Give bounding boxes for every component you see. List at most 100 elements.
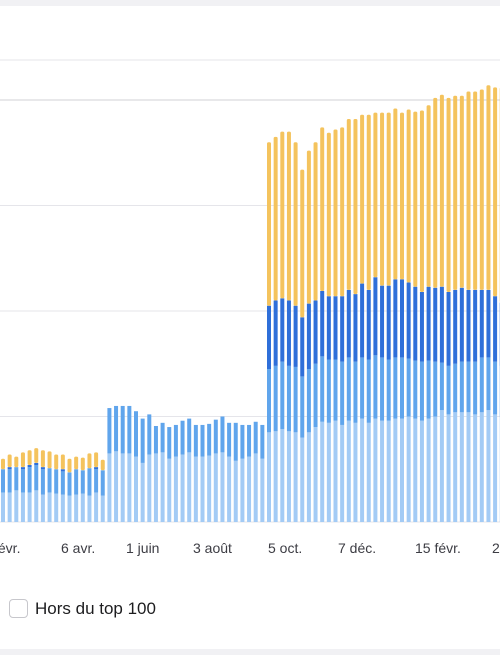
bar-segment <box>127 405 132 454</box>
bar-segment <box>280 429 285 522</box>
bar-segment <box>380 112 385 286</box>
bar-segment <box>14 490 19 522</box>
bar-segment <box>419 292 424 362</box>
bar-segment <box>446 414 451 522</box>
bar-segment <box>14 456 19 468</box>
bar-segment <box>94 469 99 493</box>
bar-segment <box>40 494 45 522</box>
bar-segment <box>60 494 65 522</box>
bar-segment <box>346 289 351 358</box>
bar-segment <box>7 467 12 470</box>
bar-segment <box>167 427 172 459</box>
bar-segment <box>486 410 491 522</box>
bar-segment <box>180 420 185 455</box>
bar-segment <box>386 285 391 360</box>
bar-segment <box>267 369 271 433</box>
bar-segment <box>486 85 491 290</box>
bar-segment <box>340 296 345 362</box>
bar-segment <box>393 108 398 280</box>
bar-segment <box>439 410 444 522</box>
bar-segment <box>87 468 92 496</box>
bar-segment <box>366 114 371 290</box>
bar-segment <box>220 452 225 522</box>
bar-segment <box>1 469 5 493</box>
bar-segment <box>326 422 331 522</box>
bar-segment <box>253 453 258 522</box>
bar-segment <box>293 432 298 522</box>
bar-segment <box>373 355 378 419</box>
bar-segment <box>80 470 85 494</box>
bar-segment <box>493 361 498 415</box>
bar-segment <box>353 361 358 423</box>
legend-checkbox-hors-top-100[interactable] <box>9 599 28 618</box>
x-tick-label: févr. <box>0 540 20 556</box>
bar-segment <box>120 453 125 522</box>
bar-segment <box>340 424 345 522</box>
bar-segment <box>34 462 39 466</box>
bar-segment <box>213 453 218 522</box>
bar-segment <box>393 279 398 358</box>
bar-segment <box>473 414 478 522</box>
bar-segment <box>193 424 198 457</box>
bar-segment <box>147 454 152 522</box>
bar-segment <box>200 456 205 522</box>
bar-segment <box>459 287 464 362</box>
bar-segment <box>286 431 291 522</box>
bar-segment <box>54 469 59 494</box>
bar-segment <box>67 472 72 496</box>
bar-segment <box>233 422 238 461</box>
bar-segment <box>193 456 198 522</box>
bar-segment <box>453 412 458 522</box>
bar-segment <box>60 454 65 470</box>
bar-segment <box>286 131 291 301</box>
bar-segment <box>160 452 165 522</box>
bar-segment <box>439 286 444 363</box>
bar-segment <box>220 416 225 453</box>
bar-segment <box>100 459 105 471</box>
bar-segment <box>273 431 278 522</box>
bar-segment <box>419 361 424 421</box>
bar-segment <box>180 454 185 522</box>
bar-segment <box>353 422 358 522</box>
bar-segment <box>247 456 252 522</box>
x-tick-label: 2 <box>492 540 500 556</box>
bar-segment <box>80 493 85 522</box>
bar-segment <box>280 131 285 299</box>
bar-segment <box>459 95 464 288</box>
bar-segment <box>426 418 431 522</box>
bar-segment <box>207 423 212 456</box>
bar-segment <box>293 142 298 306</box>
bar-segment <box>433 97 438 288</box>
bar-segment <box>473 361 478 415</box>
bar-segment <box>366 289 371 360</box>
bar-segment <box>160 422 165 453</box>
bar-segment <box>419 110 424 293</box>
bar-segment <box>473 91 478 290</box>
bar-segment <box>60 469 65 472</box>
bar-segment <box>94 467 99 470</box>
bar-segment <box>20 469 25 493</box>
stacked-bar-chart: févr. 6 avr. 1 juin 3 août 5 oct. 7 déc. 15 fé… <box>0 59 500 556</box>
bar-segment <box>373 112 378 278</box>
bar-segment <box>446 292 451 366</box>
bar-segment <box>7 454 12 468</box>
x-tick-label: 7 déc. <box>338 540 376 556</box>
bar-segment <box>286 300 291 366</box>
bar-segment <box>479 412 484 522</box>
bar-segment <box>466 289 471 362</box>
bar-segment <box>340 361 345 425</box>
bar-segment <box>313 300 318 364</box>
bar-segment <box>393 357 398 419</box>
bar-segment <box>47 451 52 469</box>
bar-segment <box>446 365 451 415</box>
bar-segment <box>54 493 59 522</box>
bar-segment <box>320 127 325 291</box>
bar-segment <box>380 420 385 522</box>
bar-segment <box>200 424 205 457</box>
bar-segment <box>326 132 331 297</box>
bar-segment <box>300 317 305 377</box>
x-tick-label: 1 juin <box>126 540 159 556</box>
bar-segment <box>346 118 351 290</box>
bar-segment <box>400 418 404 522</box>
bar-segment <box>446 97 451 293</box>
